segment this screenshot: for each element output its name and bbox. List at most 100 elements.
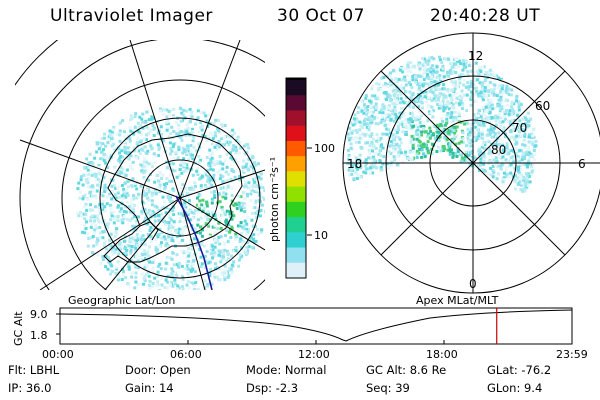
aurora-pixel <box>164 267 168 271</box>
aurora-pixel <box>489 160 493 164</box>
aurora-pixel <box>368 151 371 155</box>
aurora-pixel <box>417 151 421 155</box>
aurora-pixel <box>385 74 389 78</box>
aurora-pixel <box>188 264 192 268</box>
aurora-pixel <box>452 135 456 139</box>
aurora-pixel <box>422 68 426 72</box>
colorbar-band <box>286 171 306 188</box>
aurora-pixel <box>103 239 107 243</box>
aurora-pixel <box>354 140 358 144</box>
aurora-pixel <box>246 241 249 245</box>
aurora-pixel <box>232 160 236 163</box>
aurora-pixel <box>495 91 499 95</box>
aurora-pixel <box>454 101 458 105</box>
aurora-pixel <box>422 82 426 86</box>
aurora-pixel <box>527 148 531 152</box>
aurora-pixel <box>392 140 396 144</box>
aurora-pixel <box>443 136 447 140</box>
aurora-pixel <box>104 208 108 212</box>
aurora-pixel <box>358 128 362 132</box>
aurora-pixel <box>96 142 99 146</box>
aurora-pixel <box>208 148 212 152</box>
aurora-pixel <box>489 173 493 177</box>
aurora-pixel <box>153 276 157 280</box>
aurora-pixel <box>204 185 208 189</box>
aurora-pixel <box>467 153 471 157</box>
aurora-pixel <box>411 78 415 82</box>
aurora-pixel <box>458 96 462 100</box>
aurora-pixel <box>95 214 99 218</box>
aurora-pixel <box>164 211 168 215</box>
aurora-pixel <box>421 127 425 131</box>
aurora-pixel <box>401 130 405 134</box>
aurora-pixel <box>377 152 381 156</box>
aurora-pixel <box>396 80 400 84</box>
alt-ylabel: GC Alt <box>12 311 25 346</box>
aurora-pixel <box>522 138 526 142</box>
aurora-pixel <box>466 85 470 89</box>
aurora-pixel <box>424 143 428 147</box>
aurora-pixel <box>242 223 246 227</box>
aurora-pixel <box>445 105 449 109</box>
aurora-pixel <box>249 187 253 191</box>
aurora-pixel <box>496 116 500 119</box>
aurora-pixel <box>112 199 116 203</box>
aurora-pixel <box>446 71 449 75</box>
aurora-pixel <box>494 156 498 160</box>
aurora-pixel <box>158 228 162 231</box>
aurora-pixel <box>382 83 386 87</box>
aurora-pixel <box>145 133 149 137</box>
aurora-pixel <box>99 182 103 186</box>
aurora-pixel <box>413 141 417 145</box>
aurora-pixel <box>363 133 367 137</box>
aurora-pixel <box>221 186 225 190</box>
aurora-pixel <box>465 121 469 125</box>
aurora-pixel <box>367 148 371 152</box>
aurora-pixel <box>186 146 190 149</box>
aurora-pixel <box>142 176 146 180</box>
aurora-pixel <box>353 155 357 159</box>
aurora-pixel <box>469 97 473 101</box>
aurora-pixel <box>361 132 365 136</box>
aurora-pixel <box>207 218 211 222</box>
aurora-pixel <box>413 66 417 70</box>
aurora-pixel <box>206 218 210 222</box>
aurora-pixel <box>132 205 135 209</box>
aurora-pixel <box>99 262 103 266</box>
aurora-pixel <box>216 127 219 131</box>
aurora-pixel <box>134 112 138 116</box>
aurora-pixel <box>511 112 515 116</box>
aurora-pixel <box>95 237 99 241</box>
aurora-pixel <box>190 243 194 247</box>
aurora-pixel <box>129 154 133 158</box>
aurora-pixel <box>200 174 204 178</box>
aurora-pixel <box>133 236 137 240</box>
aurora-pixel <box>129 218 132 222</box>
aurora-pixel <box>485 117 489 121</box>
aurora-pixel <box>201 224 205 228</box>
aurora-pixel <box>399 97 403 101</box>
aurora-pixel <box>96 239 100 242</box>
aurora-pixel <box>242 230 246 234</box>
aurora-pixel <box>417 115 421 119</box>
aurora-pixel <box>426 75 430 79</box>
aurora-pixel <box>200 124 204 128</box>
aurora-pixel <box>212 122 216 125</box>
aurora-pixel <box>106 166 110 170</box>
aurora-pixel <box>355 130 359 134</box>
aurora-pixel <box>176 284 180 288</box>
aurora-pixel <box>212 158 216 162</box>
aurora-pixel <box>436 130 440 134</box>
aurora-pixel <box>387 104 391 108</box>
aurora-pixel <box>81 197 85 201</box>
aurora-pixel <box>358 158 362 162</box>
aurora-pixel <box>157 173 161 177</box>
aurora-pixel <box>194 281 198 285</box>
aurora-pixel <box>353 113 357 117</box>
aurora-pixel <box>472 156 476 160</box>
aurora-pixel <box>352 177 356 181</box>
aurora-pixel <box>387 73 391 77</box>
aurora-pixel <box>120 218 124 222</box>
aurora-pixel <box>526 184 530 188</box>
aurora-pixel <box>427 151 431 155</box>
